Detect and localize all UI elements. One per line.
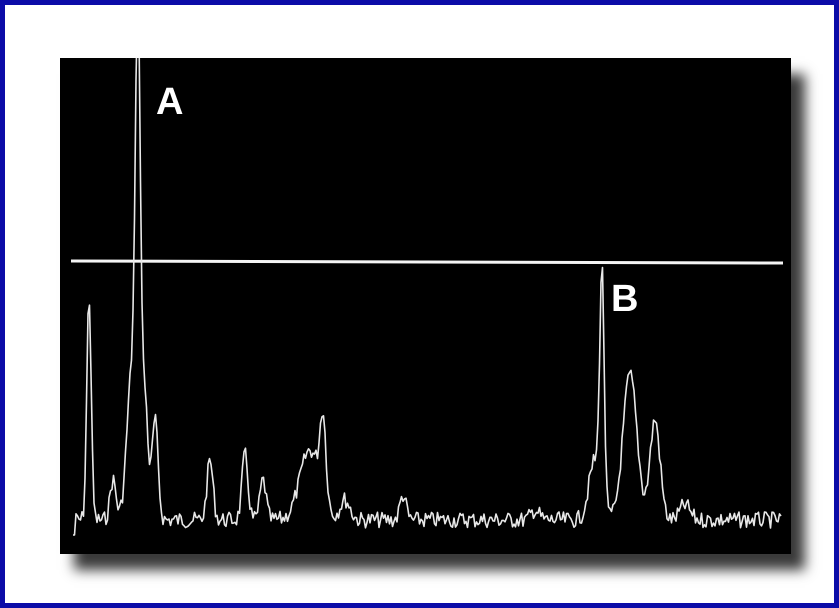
screen-frame: A B (0, 0, 839, 608)
peak-label: A (156, 81, 183, 123)
threshold-line (71, 261, 783, 263)
signal-trace (73, 58, 781, 535)
scope-display: A B (60, 58, 791, 554)
peak-label: B (611, 278, 638, 320)
scope-panel: A B (60, 58, 791, 554)
